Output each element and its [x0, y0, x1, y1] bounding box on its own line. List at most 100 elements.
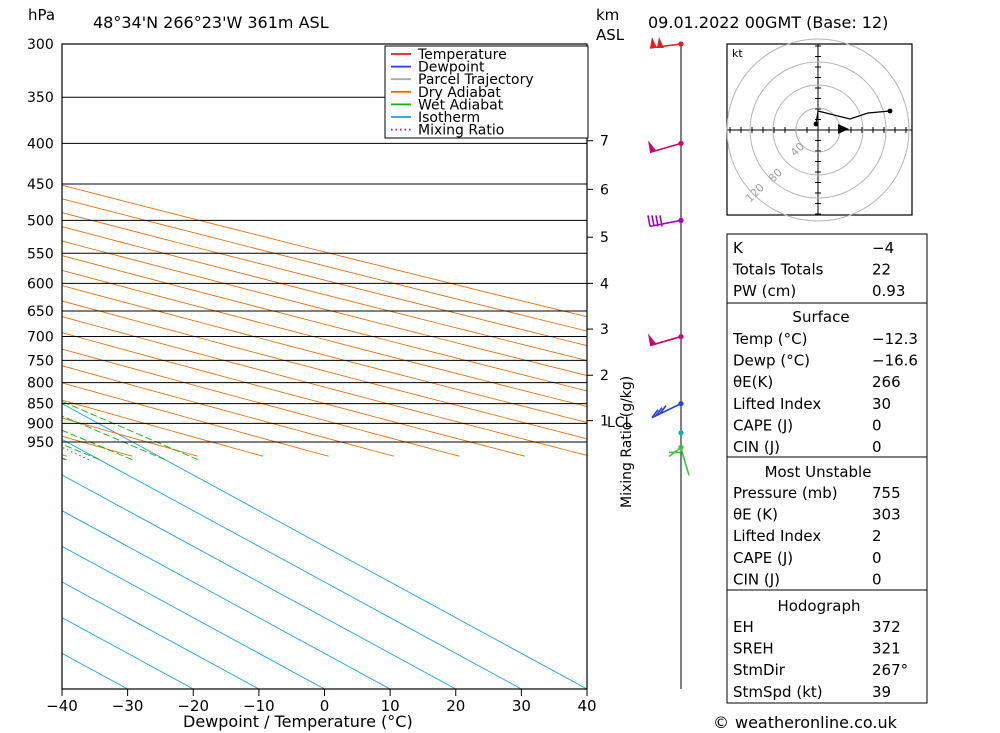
wet-adiabat-line [62, 429, 133, 461]
surface-title: Surface [792, 308, 849, 326]
dry-adiabat-line [62, 269, 587, 407]
most-unstable-title: Most Unstable [765, 463, 872, 481]
index-label: StmDir [733, 661, 786, 679]
index-value: 2 [872, 527, 882, 545]
index-label: K [733, 239, 744, 257]
index-label: θE (K) [733, 506, 778, 524]
isotherm-line [62, 474, 457, 689]
sounding-datetime: 09.01.2022 00GMT (Base: 12) [648, 13, 888, 32]
index-value: 0 [872, 438, 882, 456]
dry-adiabat-line [62, 435, 133, 457]
hodograph-ring [726, 38, 910, 222]
pressure-label: 900 [27, 416, 54, 432]
dry-adiabat-line [62, 348, 460, 457]
index-value: −12.3 [872, 330, 918, 348]
hodograph-trace [815, 110, 891, 125]
index-label: SREH [733, 640, 774, 658]
pressure-unit-label: hPa [28, 6, 55, 24]
index-value: 39 [872, 683, 891, 701]
dry-adiabat-line [62, 198, 587, 332]
pressure-label: 300 [27, 37, 54, 53]
index-value: 0.93 [872, 282, 905, 300]
km-tick-label: 3 [600, 322, 609, 338]
km-axis: 1 2 3 4 5 6 7 LCL [587, 134, 633, 431]
pressure-label: 650 [27, 304, 54, 320]
isotherm-line [62, 438, 522, 689]
index-label: PW (cm) [733, 282, 796, 300]
index-value: 0 [872, 570, 882, 588]
index-label: Lifted Index [733, 527, 821, 545]
legend-label: Mixing Ratio [418, 123, 504, 139]
wind-barb [668, 446, 690, 476]
x-tick-label: −30 [112, 697, 144, 715]
pressure-label: 350 [27, 90, 54, 106]
wind-level-dot [678, 430, 684, 436]
hodograph-unit: kt [732, 47, 743, 60]
dry-adiabat-line [62, 184, 587, 318]
km-tick-label: 1 [600, 414, 609, 430]
pressure-label: 550 [27, 246, 54, 262]
x-tick-label: −40 [46, 697, 78, 715]
pressure-label: 750 [27, 353, 54, 369]
wet-adiabat-line [62, 415, 166, 461]
pressure-label: 700 [27, 330, 54, 346]
pressure-axis-labels: 300 350 400 450 500 550 600 650 700 750 800 850 900 9… [27, 37, 54, 451]
dry-adiabat-line [0, 44, 1, 456]
station-location: 48°34'N 266°23'W 361m ASL [93, 13, 329, 32]
legend-box [384, 45, 589, 139]
index-label: Dewp (°C) [733, 352, 810, 370]
index-label: Temp (°C) [732, 330, 807, 348]
hodograph-start-dot [813, 121, 819, 127]
index-label: CIN (J) [733, 438, 780, 456]
index-value: 30 [872, 395, 891, 413]
dry-adiabat-line [62, 399, 264, 457]
wet-adiabat-line [0, 44, 1, 460]
km-tick-label: 7 [600, 134, 609, 150]
x-tick-label: −20 [177, 697, 209, 715]
wind-barb [648, 333, 682, 347]
index-label: Totals Totals [732, 261, 824, 279]
pressure-label: 800 [27, 376, 54, 392]
index-label: EH [733, 618, 754, 636]
index-label: θE(K) [733, 373, 773, 391]
index-tables: K −4 Totals Totals 22 PW (cm) 0.93 Surface Temp… [726, 233, 928, 704]
hodograph-table-title: Hodograph [777, 597, 860, 615]
pressure-label: 850 [27, 397, 54, 413]
pressure-label: 500 [27, 213, 54, 229]
x-tick-label: 20 [446, 697, 465, 715]
dry-adiabat-line [62, 240, 587, 376]
x-tick-label: 0 [320, 697, 330, 715]
dry-adiabat-line [62, 255, 587, 392]
isotherm-line [62, 403, 587, 689]
site-name: weatheronline.co.uk [735, 713, 898, 732]
pressure-label: 400 [27, 136, 54, 152]
index-label: Pressure (mb) [733, 484, 838, 502]
index-value: 0 [872, 416, 882, 434]
index-value: 0 [872, 549, 882, 567]
index-value: 267° [872, 661, 908, 679]
mixing-ratio-axis-title: Mixing Ratio (g/kg) [619, 376, 635, 508]
isotherm-line [62, 545, 325, 689]
km-tick-label: 2 [600, 368, 609, 384]
height-unit-label: km [596, 6, 619, 24]
x-tick-label: 30 [512, 697, 531, 715]
wind-barb [649, 37, 682, 49]
index-label: CAPE (J) [733, 416, 793, 434]
dry-adiabat-line [62, 382, 329, 457]
hodograph-end-dot [887, 108, 893, 114]
pressure-label: 450 [27, 177, 54, 193]
index-value: 266 [872, 373, 901, 391]
hodograph-table-box [726, 589, 928, 704]
index-label: CIN (J) [733, 570, 780, 588]
index-label: CAPE (J) [733, 549, 793, 567]
index-value: 321 [872, 640, 901, 658]
dry-adiabat-line [62, 226, 587, 361]
isotherm-line [62, 510, 391, 689]
index-label: Lifted Index [733, 395, 821, 413]
legend-label: Isotherm [418, 110, 480, 126]
pressure-label: 600 [27, 276, 54, 292]
dry-adiabat-line [62, 212, 587, 347]
index-value: 755 [872, 484, 901, 502]
copyright-symbol: © [713, 713, 729, 732]
